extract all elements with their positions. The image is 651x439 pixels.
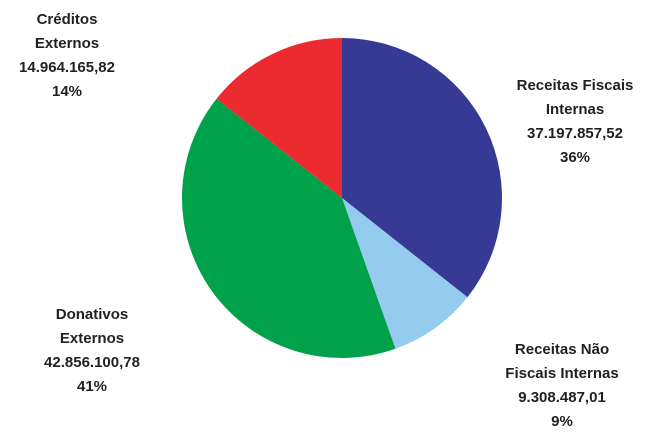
label-name-line-2: Externos — [59, 330, 125, 347]
label-value: 42.856.100,78 — [44, 354, 140, 371]
label-value: 14.964.165,82 — [19, 59, 115, 76]
label-receitas-nao-fiscais-internas: Receitas Não Fiscais Internas 9.308.487,… — [492, 338, 632, 434]
label-name-line-1: Receitas Não — [514, 341, 610, 358]
label-receitas-fiscais-internas: Receitas Fiscais Internas 37.197.857,52 … — [505, 74, 645, 170]
slice-donativos-externos — [182, 98, 396, 358]
slice-creditos-externos — [216, 38, 342, 198]
label-percent: 41% — [76, 378, 108, 395]
label-percent: 36% — [559, 149, 591, 166]
label-name-line-1: Créditos — [36, 11, 98, 28]
label-name-line-1: Donativos — [55, 306, 129, 323]
label-percent: 14% — [51, 83, 83, 100]
label-name-line-1: Receitas Fiscais — [516, 77, 634, 94]
slice-receitas-fiscais-internas — [342, 38, 502, 298]
label-percent: 9% — [551, 413, 573, 430]
label-name-line-2: Externos — [34, 35, 100, 52]
label-donativos-externos: Donativos Externos 42.856.100,78 41% — [22, 303, 162, 399]
label-name-line-2: Internas — [545, 101, 605, 118]
slice-receitas-nao-fiscais-internas — [342, 198, 468, 349]
label-value: 9.308.487,01 — [518, 389, 606, 406]
label-creditos-externos: Créditos Externos 14.964.165,82 14% — [2, 8, 132, 104]
label-name-line-2: Fiscais Internas — [505, 365, 619, 382]
label-value: 37.197.857,52 — [527, 125, 623, 142]
